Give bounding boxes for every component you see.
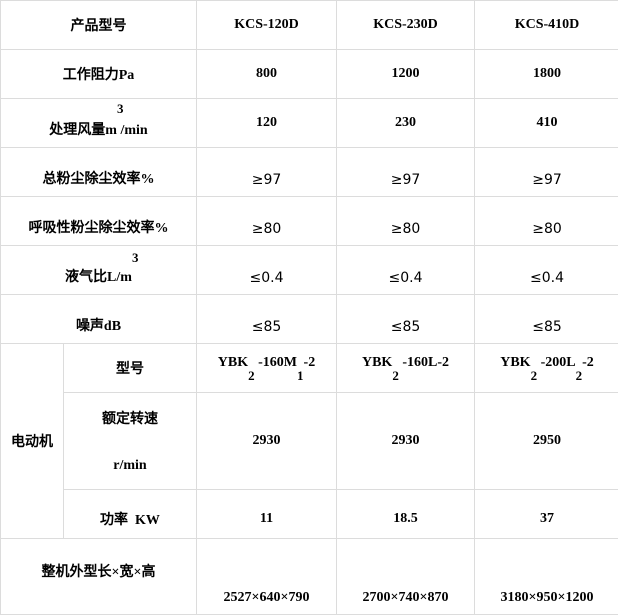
cell: ≤85 <box>197 295 337 344</box>
model-header: KCS-410D <box>475 1 618 50</box>
row-label: 工作阻力Pa <box>1 50 197 99</box>
cell: 120 <box>197 99 337 148</box>
row-label: 整机外型长×宽×高 <box>1 539 197 615</box>
cell: ≥97 <box>197 148 337 197</box>
dimensions-row: 整机外型长×宽×高 2527×640×790 2700×740×870 3180… <box>1 539 618 615</box>
model-part: -200L <box>541 355 576 370</box>
cell: 37 <box>475 490 618 539</box>
cell: 2930 <box>197 393 337 490</box>
row-label: 额定转速 <box>64 408 196 428</box>
row-label: 总粉尘除尘效率% <box>1 148 197 197</box>
row-label: 液气比L/m <box>65 270 132 285</box>
row-label: 处理风量m /min <box>49 123 147 138</box>
cell: ≥80 <box>475 197 618 246</box>
cell: YBK2 -200L2-2 <box>475 344 618 393</box>
row-label: 噪声dB <box>1 295 197 344</box>
cell: YBK2 -160M1-2 <box>197 344 337 393</box>
subscript: 2 <box>576 368 583 383</box>
cell: 11 <box>197 490 337 539</box>
superscript: 3 <box>117 101 124 117</box>
cell: 800 <box>197 50 337 99</box>
cell: ≤0.4 <box>475 246 618 295</box>
subscript: 2 <box>248 368 255 383</box>
motor-speed-row: 额定转速 r/min 2930 2930 2950 <box>1 393 618 490</box>
table-row: 呼吸性粉尘除尘效率% ≥80 ≥80 ≥80 <box>1 197 618 246</box>
table-row: 总粉尘除尘效率% ≥97 ≥97 ≥97 <box>1 148 618 197</box>
row-label: 型号 <box>64 344 197 393</box>
header-row: 产品型号 KCS-120D KCS-230D KCS-410D <box>1 1 618 50</box>
motor-power-row: 功率 KW 11 18.5 37 <box>1 490 618 539</box>
subscript: 2 <box>392 368 399 383</box>
motor-group-label: 电动机 <box>1 344 64 539</box>
cell: ≥97 <box>475 148 618 197</box>
model-part: -160L-2 <box>402 355 449 370</box>
row-label-cell: 额定转速 r/min <box>64 393 197 490</box>
model-part: -2 <box>582 355 594 370</box>
model-part: YBK <box>362 355 392 370</box>
model-part: YBK <box>500 355 530 370</box>
cell: 410 <box>475 99 618 148</box>
cell: 2700×740×870 <box>337 539 475 615</box>
model-header: KCS-230D <box>337 1 475 50</box>
superscript: 3 <box>132 250 139 266</box>
row-label: 呼吸性粉尘除尘效率% <box>1 197 197 246</box>
cell: ≥80 <box>337 197 475 246</box>
cell: ≤85 <box>475 295 618 344</box>
table-row: 噪声dB ≤85 ≤85 ≤85 <box>1 295 618 344</box>
cell: 230 <box>337 99 475 148</box>
cell: 3180×950×1200 <box>475 539 618 615</box>
cell: ≤0.4 <box>337 246 475 295</box>
model-header: KCS-120D <box>197 1 337 50</box>
unit-label: r/min <box>64 458 196 474</box>
cell: 18.5 <box>337 490 475 539</box>
row-label: 功率 KW <box>64 490 197 539</box>
cell: 2930 <box>337 393 475 490</box>
cell: 2527×640×790 <box>197 539 337 615</box>
subscript: 2 <box>531 368 538 383</box>
subscript: 1 <box>297 368 304 383</box>
cell: ≥80 <box>197 197 337 246</box>
model-part: -2 <box>304 355 316 370</box>
cell: YBK2 -160L-2 <box>337 344 475 393</box>
table-row: 3 处理风量m /min 120 230 410 <box>1 99 618 148</box>
cell: ≤0.4 <box>197 246 337 295</box>
header-label: 产品型号 <box>1 1 197 50</box>
cell: 2950 <box>475 393 618 490</box>
table-row: 工作阻力Pa 800 1200 1800 <box>1 50 618 99</box>
row-label-cell: 3 处理风量m /min <box>1 99 197 148</box>
motor-model-row: 电动机 型号 YBK2 -160M1-2 YBK2 -160L-2 YBK2 -… <box>1 344 618 393</box>
cell: ≤85 <box>337 295 475 344</box>
model-part: -160M <box>258 355 297 370</box>
cell: ≥97 <box>337 148 475 197</box>
model-part: YBK <box>218 355 248 370</box>
cell: 1800 <box>475 50 618 99</box>
cell: 1200 <box>337 50 475 99</box>
